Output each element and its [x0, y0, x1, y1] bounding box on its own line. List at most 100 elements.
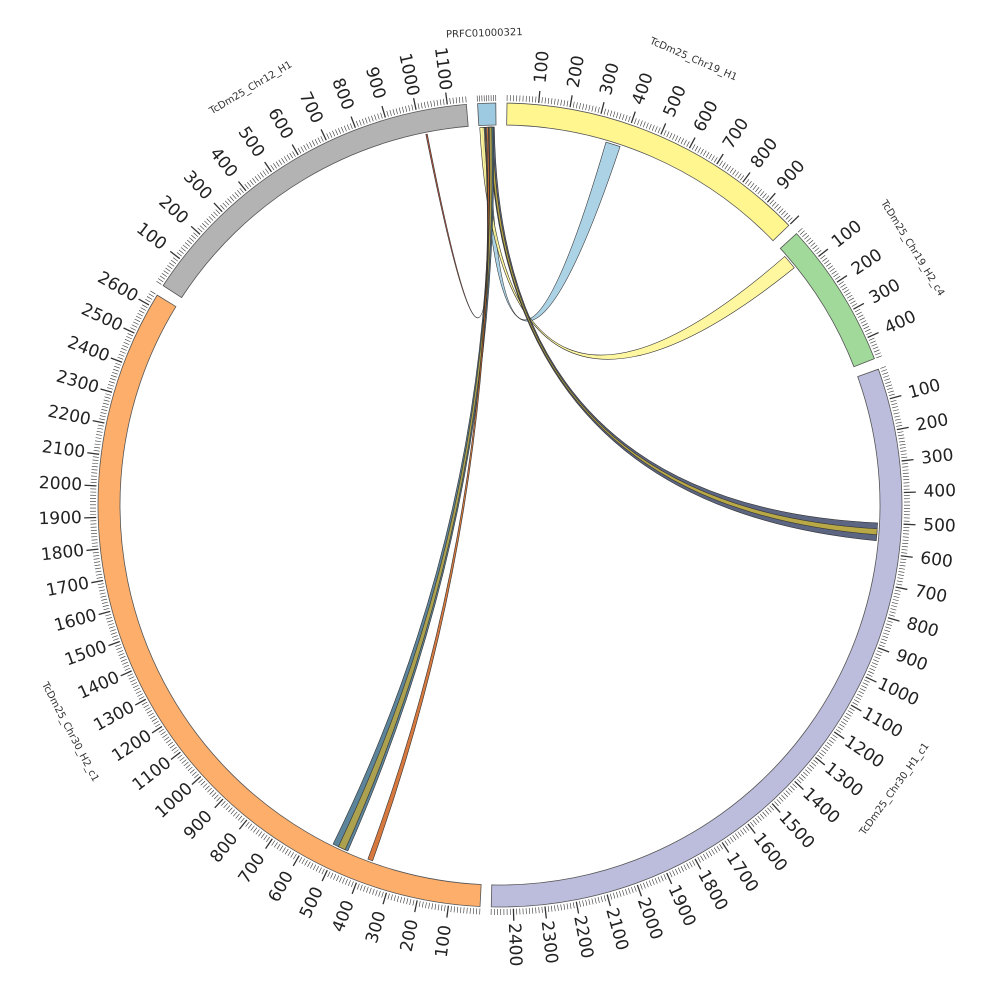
minor-tick [233, 811, 238, 817]
minor-tick [165, 739, 172, 744]
minor-tick [182, 244, 188, 249]
minor-tick [93, 558, 100, 560]
major-tick [138, 298, 150, 306]
major-tick [412, 97, 417, 110]
minor-tick [700, 855, 704, 862]
minor-tick [808, 240, 814, 245]
minor-tick [640, 883, 643, 890]
minor-tick [896, 583, 903, 586]
major-tick [87, 452, 100, 455]
minor-tick [869, 668, 876, 672]
minor-tick [409, 899, 412, 905]
minor-tick [729, 167, 734, 174]
minor-tick [892, 406, 899, 409]
minor-tick [368, 116, 371, 123]
minor-tick [890, 399, 897, 403]
minor-tick [221, 801, 226, 806]
minor-tick [113, 368, 119, 372]
minor-tick [888, 393, 895, 396]
minor-tick [339, 876, 342, 883]
minor-tick [814, 247, 820, 252]
minor-tick [247, 823, 253, 829]
minor-tick [105, 393, 112, 396]
minor-tick [625, 115, 628, 122]
minor-tick [329, 132, 333, 138]
minor-tick [851, 303, 858, 307]
minor-tick [859, 688, 866, 692]
minor-tick [159, 275, 166, 280]
link-ribbon [337, 126, 493, 851]
minor-tick [303, 144, 307, 151]
minor-tick [798, 776, 804, 781]
minor-tick [92, 545, 99, 547]
major-tick [895, 586, 908, 591]
major-tick [191, 775, 202, 786]
minor-tick [820, 255, 826, 260]
minor-tick [569, 902, 572, 909]
major-tick [92, 419, 105, 424]
tick-ring [84, 90, 916, 921]
minor-tick [109, 378, 116, 381]
minor-tick [757, 815, 762, 821]
minor-tick [92, 459, 99, 461]
minor-tick [171, 746, 177, 751]
minor-tick [700, 148, 704, 155]
minor-tick [719, 160, 723, 166]
tick-label: 1000 [394, 51, 423, 97]
minor-tick [802, 771, 808, 777]
minor-tick [823, 747, 829, 752]
minor-tick [705, 152, 710, 158]
minor-tick [91, 469, 98, 471]
minor-tick [455, 97, 458, 104]
minor-tick [232, 194, 237, 200]
minor-tick [817, 754, 823, 759]
minor-tick [806, 237, 812, 242]
minor-tick [892, 599, 899, 602]
minor-tick [164, 736, 170, 741]
minor-tick [550, 905, 553, 912]
minor-tick [91, 542, 98, 544]
minor-tick [897, 574, 904, 576]
minor-tick [752, 185, 757, 191]
minor-tick [862, 682, 869, 686]
minor-tick [603, 108, 606, 115]
minor-tick [675, 868, 679, 875]
tick-label: 200 [397, 918, 423, 954]
minor-tick [104, 396, 111, 399]
minor-tick [876, 650, 883, 654]
minor-tick [609, 893, 613, 900]
minor-tick [839, 723, 845, 728]
minor-tick [235, 813, 240, 819]
minor-tick [244, 183, 249, 190]
tick-label: 700 [235, 849, 270, 887]
minor-tick [776, 799, 782, 804]
minor-tick [131, 682, 138, 686]
major-tick [636, 884, 643, 897]
ticks-chr30h1 [490, 366, 916, 921]
tick-label: 400 [882, 307, 920, 339]
minor-tick [380, 112, 383, 119]
minor-tick [273, 163, 277, 169]
minor-tick [832, 734, 838, 739]
minor-tick [371, 115, 374, 122]
minor-tick [101, 598, 108, 601]
major-tick [766, 192, 776, 203]
minor-tick [535, 96, 537, 103]
minor-tick [431, 903, 434, 910]
link-ribbon [479, 127, 795, 360]
minor-tick [107, 623, 114, 626]
minor-tick [899, 447, 906, 449]
minor-tick [719, 844, 723, 850]
minor-tick [143, 704, 150, 709]
minor-tick [189, 237, 194, 242]
minor-tick [92, 456, 99, 458]
minor-tick [237, 190, 242, 196]
minor-tick [846, 294, 853, 299]
minor-tick [884, 629, 891, 632]
minor-tick [762, 811, 767, 817]
minor-tick [162, 734, 168, 738]
minor-tick [428, 902, 430, 909]
minor-tick [606, 109, 610, 116]
tick-label: 1800 [693, 867, 731, 915]
major-tick [600, 102, 605, 114]
